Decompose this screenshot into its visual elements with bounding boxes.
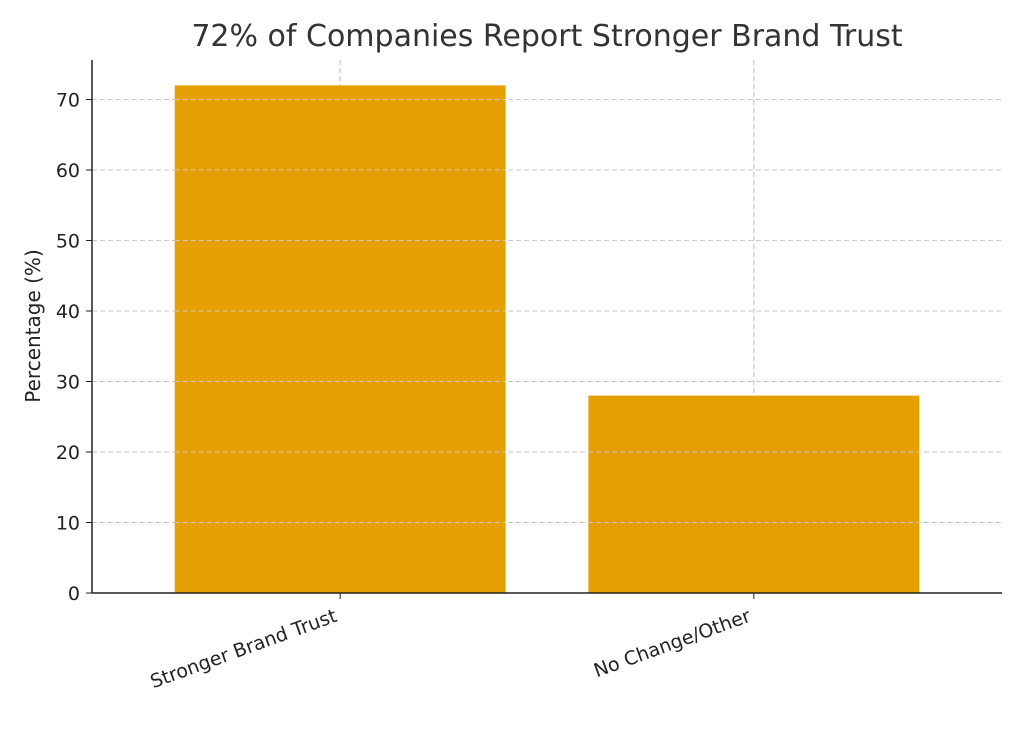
bar-stronger-brand-trust bbox=[174, 85, 506, 593]
y-tick-label: 0 bbox=[68, 583, 80, 605]
y-axis-label: Percentage (%) bbox=[21, 249, 45, 402]
bar-no-change-other bbox=[588, 395, 920, 593]
y-tick-label: 10 bbox=[56, 512, 80, 534]
x-tick-label: Stronger Brand Trust bbox=[147, 605, 339, 693]
y-tick-label: 70 bbox=[56, 89, 80, 111]
bars bbox=[174, 60, 920, 593]
x-tick-label: No Change/Other bbox=[591, 605, 754, 682]
y-tick-label: 30 bbox=[56, 371, 80, 393]
y-tick-label: 50 bbox=[56, 230, 80, 252]
y-tick-label: 60 bbox=[56, 160, 80, 182]
chart-title: 72% of Companies Report Stronger Brand T… bbox=[191, 19, 903, 54]
y-tick-label: 20 bbox=[56, 442, 80, 464]
y-tick-label: 40 bbox=[56, 301, 80, 323]
